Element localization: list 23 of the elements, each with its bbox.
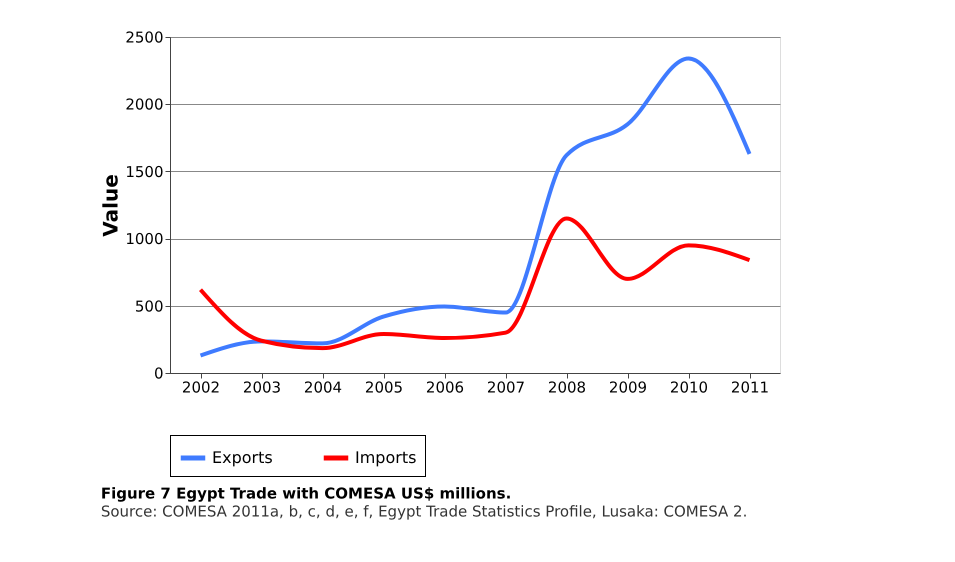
legend-label: Exports — [212, 448, 273, 467]
y-axis-title: Value — [98, 174, 122, 237]
text: Figure 7 Egypt Trade with COMESA US$ millions. — [100, 484, 512, 502]
y-tick-label: 1000 — [125, 230, 164, 248]
y-tick-label: 2000 — [125, 96, 164, 114]
x-tick-label: 2005 — [364, 378, 404, 396]
line-series — [198, 216, 752, 350]
x-tick-label: 2004 — [304, 378, 342, 396]
y-tick-label: 1500 — [125, 162, 164, 181]
x-tick-label: 2007 — [486, 378, 526, 396]
x-tick-label: 2010 — [670, 378, 708, 396]
x-tick-label: 2006 — [426, 378, 464, 396]
y-tick-label: 0 — [154, 364, 164, 382]
y-tick-label: 2500 — [125, 28, 164, 46]
y-tick-label: 500 — [134, 297, 164, 316]
x-tick-label: 2011 — [730, 378, 770, 396]
x-tick-label: 2003 — [242, 378, 282, 396]
legend-label: Imports — [355, 448, 416, 467]
x-tick-label: 2008 — [548, 378, 586, 396]
source-note: Source: COMESA 2011a, b, c, d, e, f, Egypt Trade Statistics Profile, Lusaka: COMESA 2. — [100, 502, 748, 520]
x-tick-label: 2002 — [182, 378, 220, 396]
x-tick-label: 2009 — [608, 378, 648, 396]
line-series — [198, 56, 752, 358]
